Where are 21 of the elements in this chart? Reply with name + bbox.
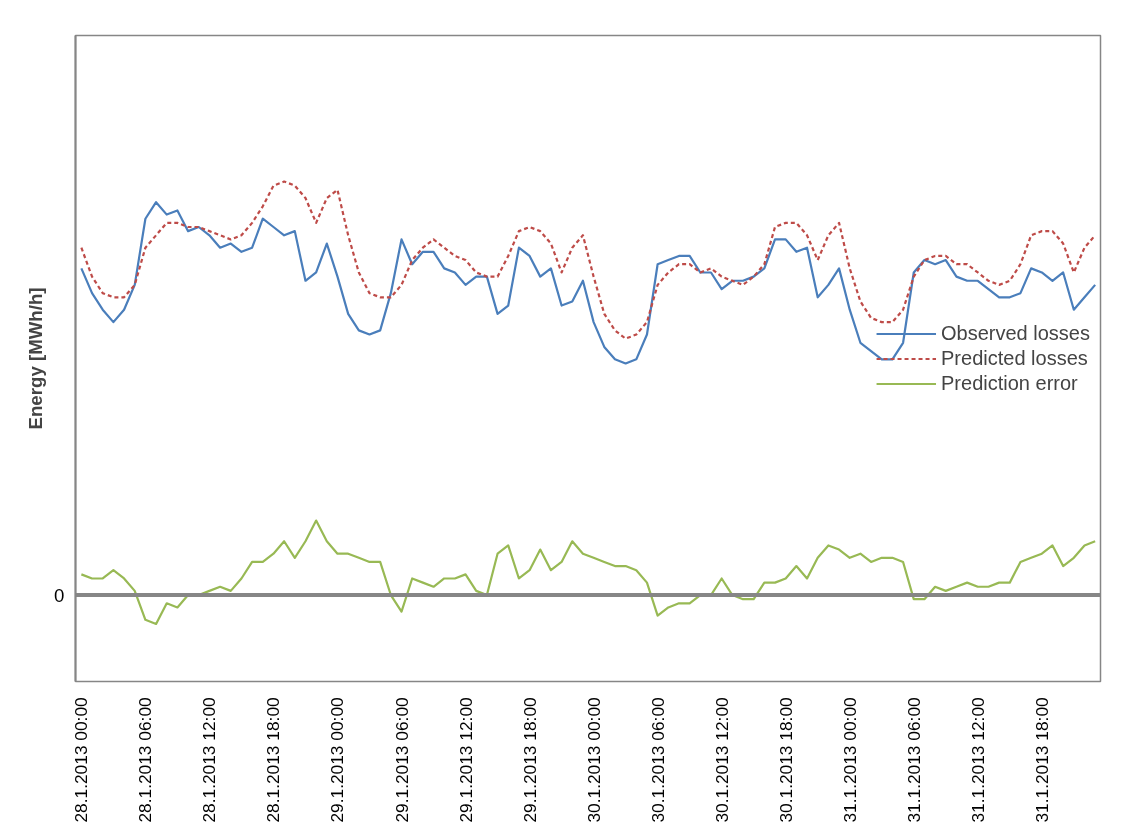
text: 0: [54, 584, 65, 606]
x-tick-label: 30.1.2013 12:00: [711, 697, 732, 823]
x-tick-label: 29.1.2013 00:00: [327, 697, 348, 823]
legend-label: Observed losses: [941, 321, 1090, 345]
x-tick-label: 29.1.2013 12:00: [455, 697, 476, 823]
x-tick-label: 29.1.2013 18:00: [519, 697, 540, 823]
x-tick-label: 30.1.2013 06:00: [647, 697, 668, 823]
x-tick-label: 30.1.2013 18:00: [775, 697, 796, 823]
x-tick-label: 30.1.2013 00:00: [583, 697, 604, 823]
x-tick-label: 28.1.2013 12:00: [199, 697, 220, 823]
x-tick-label: 28.1.2013 00:00: [71, 697, 92, 823]
x-tick-label: 31.1.2013 18:00: [1031, 697, 1052, 823]
x-tick-label: 31.1.2013 06:00: [903, 697, 924, 823]
x-tick-label: 28.1.2013 18:00: [263, 697, 284, 823]
legend-label: Predicted losses: [941, 346, 1088, 370]
x-tick-label: 29.1.2013 06:00: [391, 697, 412, 823]
x-tick-label: 28.1.2013 06:00: [135, 697, 156, 823]
x-tick-label: 31.1.2013 12:00: [967, 697, 988, 823]
legend-label: Prediction error: [941, 371, 1078, 395]
x-tick-label: 31.1.2013 00:00: [839, 697, 860, 823]
y-axis-title: Energy [MWh/h]: [25, 287, 47, 430]
